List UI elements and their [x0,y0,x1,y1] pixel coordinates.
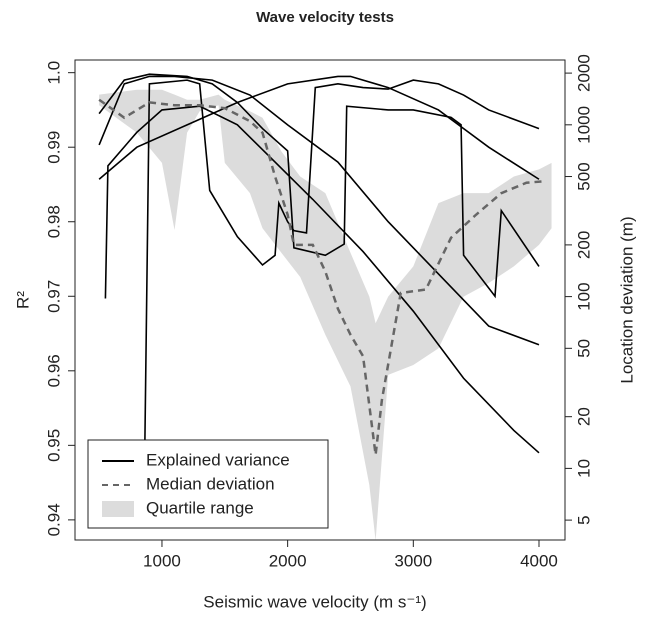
y2-tick-label: 10 [574,459,593,478]
y2-tick-label: 200 [574,231,593,259]
y2-tick-label: 500 [574,162,593,190]
y-tick-label: 1.0 [44,61,63,85]
median-line [98,98,546,455]
y-tick-label: 0.99 [44,131,63,164]
chart-title: Wave velocity tests [256,9,394,26]
y-tick-label: 0.97 [44,280,63,313]
variance-line [98,73,540,299]
legend-label: Explained variance [146,450,290,469]
legend-label: Median deviation [146,474,275,493]
y-tick-label: 0.95 [44,429,63,462]
y-tick-label: 0.94 [44,503,63,536]
legend-swatch [102,501,134,517]
x-tick-label: 1000 [143,551,181,570]
y-tick-label: 0.98 [44,205,63,238]
legend-label: Quartile range [146,498,254,517]
x-tick-label: 2000 [269,551,307,570]
variance-line [98,75,540,346]
y2-tick-label: 1000 [574,106,593,144]
plot-area [98,73,552,540]
y2-tick-label: 50 [574,339,593,358]
quartile-area [99,89,552,540]
y2-tick-label: 100 [574,282,593,310]
y2-tick-label: 20 [574,407,593,426]
x-tick-label: 4000 [520,551,558,570]
variance-line [98,75,540,180]
x-axis-label: Seismic wave velocity (m s⁻¹) [203,592,426,611]
y2-tick-label: 2000 [574,54,593,92]
y-tick-label: 0.96 [44,354,63,387]
variance-line [143,79,540,483]
variance-line [104,105,540,454]
y-axis-label: R² [13,291,32,309]
y2-axis-label: Location deviation (m) [617,216,636,383]
plot-frame [74,59,566,541]
y2-tick-label: 5 [574,515,593,524]
x-tick-label: 3000 [394,551,432,570]
